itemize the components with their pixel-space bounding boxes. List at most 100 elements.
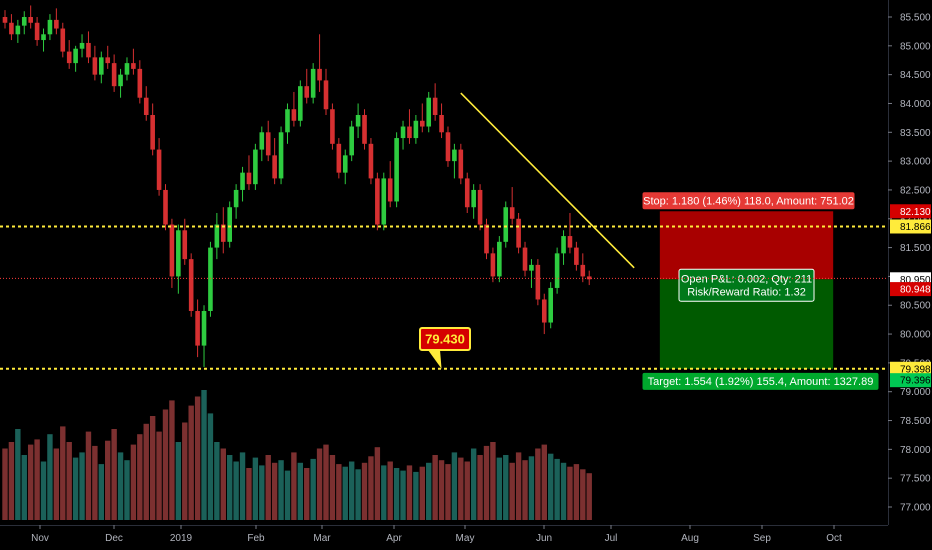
time-tick-label: Jul [605, 533, 618, 544]
trendline-drawing[interactable] [460, 92, 635, 269]
candle-body [407, 126, 412, 139]
volume-bar [291, 452, 297, 520]
candle-body [561, 236, 566, 254]
candle-body [285, 109, 290, 133]
price-tick-label: 81.500 [900, 243, 931, 254]
volume-bar [573, 464, 580, 520]
candle-body [54, 19, 59, 29]
time-tick-label: Feb [247, 533, 265, 544]
volume-bar [21, 455, 27, 520]
volume-bar [451, 452, 458, 520]
candle-body [330, 109, 335, 144]
volume-bar [567, 466, 573, 520]
volume-bar [246, 468, 252, 520]
price-tick-label: 77.500 [900, 474, 931, 485]
stop-label: Stop: 1.180 (1.46%) 118.0, Amount: 751.0… [643, 195, 854, 207]
candle-body [15, 25, 21, 35]
volume-bar [541, 444, 547, 520]
price-badge-label: 81.866 [900, 222, 931, 233]
volume-bar [47, 434, 53, 520]
candle-body [368, 143, 374, 179]
candle-body [246, 172, 252, 185]
candle-body [342, 155, 348, 173]
candle-body [567, 236, 573, 248]
trendline[interactable] [460, 92, 635, 269]
volume-bar [323, 444, 329, 520]
price-tick-label: 80.000 [900, 330, 931, 341]
candle-body [92, 57, 98, 75]
candle-body [541, 299, 547, 323]
volume-bar [406, 465, 413, 520]
volume-bar [490, 442, 496, 520]
candle-body [304, 86, 310, 98]
candle-body [131, 63, 136, 69]
candle-body [445, 132, 451, 162]
time-axis[interactable]: Nov Dec 2019 Feb Mar Apr May Jun Jul Aug Sep Oct [0, 525, 932, 550]
candle-body [2, 17, 8, 23]
volume-bar [483, 445, 490, 520]
time-axis-background [0, 525, 932, 550]
volume-bar [239, 452, 246, 520]
candle-body [150, 115, 155, 150]
volume-bar [470, 448, 477, 520]
candle-body [420, 120, 425, 127]
volume-bar [98, 464, 104, 520]
volume-bar [220, 448, 226, 520]
candle-body [413, 120, 419, 139]
callout-pointer [428, 350, 442, 369]
volume-bar [8, 442, 15, 520]
volume-bar [329, 455, 336, 520]
volume-bar [548, 453, 554, 520]
candle-body [220, 224, 226, 242]
candle-body [124, 63, 130, 75]
stop-zone[interactable] [659, 211, 834, 280]
time-tick-label: Sep [753, 533, 771, 544]
volume-bar [464, 461, 470, 520]
volume-bar [348, 461, 355, 520]
volume-bar [66, 442, 72, 520]
volume-bar [336, 464, 342, 520]
volume-bar [259, 465, 265, 520]
price-badge [890, 373, 931, 388]
candle-body [201, 311, 207, 346]
price-badge-label: 80.948 [900, 285, 931, 296]
time-tick-label: Mar [313, 533, 331, 544]
price-tick-label: 84.000 [900, 99, 931, 110]
candle-body [323, 80, 329, 110]
candle-body [362, 115, 367, 144]
volume-bar [233, 461, 239, 520]
volume-bar [458, 457, 464, 520]
volume-bar [316, 448, 323, 520]
volume-bar [419, 466, 425, 520]
candle-body [60, 28, 66, 52]
price-tick-label: 78.000 [900, 445, 931, 456]
volume-bar [368, 456, 374, 520]
target-label: Target: 1.554 (1.92%) 155.4, Amount: 132… [648, 376, 874, 388]
price-callout: 79.430 [419, 327, 471, 369]
candle-body [118, 74, 123, 87]
volume-bar [2, 448, 8, 520]
volume-bar [278, 460, 284, 520]
price-badge-label: 80.950 [900, 275, 931, 286]
price-tick-label: 77.000 [900, 503, 931, 514]
candle-body [516, 218, 521, 248]
position-tool[interactable]: Stop: 1.180 (1.46%) 118.0, Amount: 751.0… [642, 192, 879, 390]
candle-body [375, 178, 380, 225]
price-axis[interactable]: 85.500 85.000 84.500 84.000 83.500 83.000 82.5… [888, 0, 932, 550]
candle-body [535, 264, 541, 300]
candle-body [387, 178, 393, 202]
candle-body [394, 138, 399, 202]
target-label-box [642, 372, 879, 390]
time-tick-label: Nov [31, 533, 49, 544]
candle-body [426, 97, 432, 127]
volume-bar [554, 458, 560, 520]
stop-label-box [642, 192, 855, 210]
price-tick-label: 83.500 [900, 128, 931, 139]
candle-body [310, 68, 316, 98]
price-badge-label: 79.396 [900, 376, 931, 387]
price-tick-label: 85.000 [900, 41, 931, 52]
candle-body [548, 287, 553, 323]
volume-bar [432, 455, 438, 520]
candle-body [163, 189, 168, 225]
